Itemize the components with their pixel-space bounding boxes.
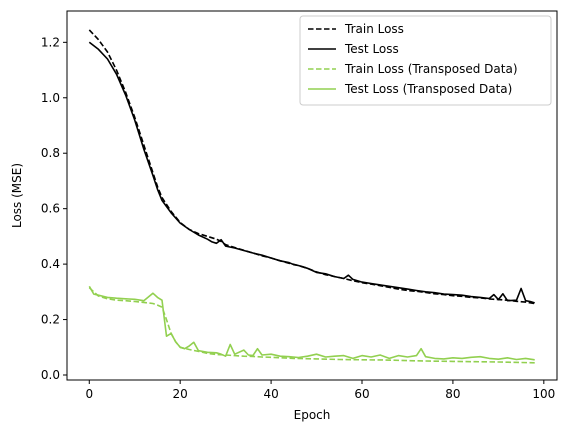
- x-tick-label: 80: [445, 387, 460, 401]
- x-axis-label: Epoch: [294, 408, 331, 422]
- legend-entry-label: Test Loss: [344, 42, 399, 56]
- y-tick-label: 0.0: [41, 368, 60, 382]
- x-axis: 0 20 40 60 80 100: [85, 380, 555, 401]
- x-tick-label: 0: [85, 387, 93, 401]
- x-tick-label: 40: [263, 387, 278, 401]
- y-tick-label: 0.2: [41, 313, 60, 327]
- legend-entry-label: Train Loss (Transposed Data): [344, 62, 518, 76]
- plot-frame: [66, 10, 558, 381]
- x-tick-label: 60: [354, 387, 369, 401]
- legend-entry-label: Test Loss (Transposed Data): [344, 82, 512, 96]
- legend-frame: [299, 15, 552, 106]
- legend-entry-label: Train Loss: [344, 22, 404, 36]
- y-tick-label: 1.0: [41, 91, 60, 105]
- y-axis-label: Loss (MSE): [10, 163, 24, 228]
- y-tick-label: 0.8: [41, 146, 60, 160]
- y-tick-label: 1.2: [41, 35, 60, 49]
- series-line-test-loss-transposed-data: [88, 285, 535, 361]
- y-tick-label: 0.6: [41, 202, 60, 216]
- series-line-test-loss: [88, 41, 535, 304]
- y-axis: 0.0 0.2 0.4 0.6 0.8 1.0 1.2: [41, 35, 67, 382]
- y-tick-label: 0.4: [41, 257, 60, 271]
- series-line-train-loss-transposed-data: [88, 287, 535, 364]
- x-tick-label: 20: [173, 387, 188, 401]
- legend: Train Loss Test Loss Train Loss (Transpose…: [299, 15, 552, 106]
- x-tick-label: 100: [532, 387, 555, 401]
- plot-lines: [88, 29, 535, 364]
